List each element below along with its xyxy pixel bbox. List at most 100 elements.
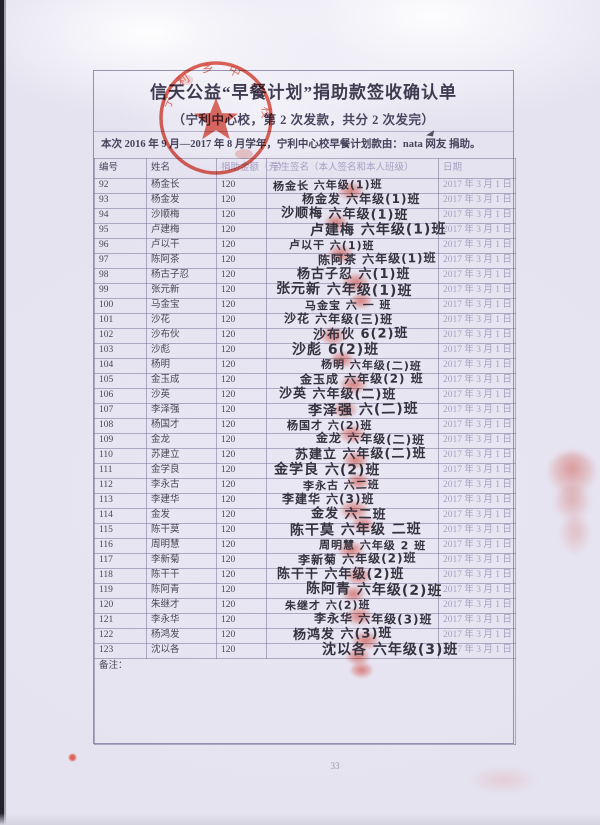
handwritten-signature: 杨金长 六年级(1)班 (272, 177, 383, 193)
cell-name: 苏建立 (146, 448, 217, 464)
cell-name: 李新菊 (146, 553, 217, 569)
cell-amount: 120 (216, 538, 267, 554)
cell-date: 2017 年 3 月 1 日 (438, 418, 516, 434)
cell-amount: 120 (216, 583, 267, 599)
cell-signature: 沙彪 6(2)班 (266, 342, 439, 359)
handwritten-signature: 陈干莫 六年级 二班 (289, 521, 422, 539)
cell-name: 杨古子忍 (146, 268, 217, 284)
cell-date: 2017 年 3 月 1 日 (438, 568, 516, 584)
cell-date: 2017 年 3 月 1 日 (438, 283, 516, 299)
cell-date: 2017 年 3 月 1 日 (438, 208, 516, 224)
cell-number: 99 (94, 283, 147, 299)
cell-name: 杨金长 (146, 178, 217, 194)
red-seal-stamp: 宁利乡中心校 (158, 61, 273, 175)
cell-name: 金龙 (146, 433, 217, 449)
cell-date: 2017 年 3 月 1 日 (438, 268, 516, 284)
cell-name: 沙布伙 (146, 328, 217, 344)
header-number: 编号 (94, 158, 147, 179)
header-signature: 学生签名（本人签名和本人班级） (266, 158, 439, 179)
handwritten-signature: 沙顺梅 六年级(1)班 (280, 205, 409, 224)
cell-amount: 120 (216, 343, 267, 359)
cell-name: 沙花 (146, 313, 217, 329)
cell-number: 101 (94, 313, 147, 329)
handwritten-signature: 马金宝 六 一 班 (304, 298, 392, 312)
handwritten-signature: 沙布伙 6(2)班 (312, 326, 409, 344)
cell-date: 2017 年 3 月 1 日 (438, 388, 516, 404)
cell-name: 杨金发 (146, 193, 217, 209)
table-row: 119 陈阿青 120 陈阿青 六年级(2)班 2017 年 3 月 1 日 (94, 580, 516, 600)
cell-name: 沈以各 (146, 643, 217, 659)
cell-name: 陈干干 (146, 568, 217, 584)
cell-amount: 120 (216, 523, 267, 539)
cell-number: 112 (94, 478, 147, 494)
handwritten-signature: 杨鸿发 六(3)班 (292, 625, 393, 644)
cell-date: 2017 年 3 月 1 日 (438, 178, 516, 194)
cell-number: 104 (94, 358, 147, 374)
cell-number: 94 (94, 208, 147, 224)
cell-name: 张元新 (146, 283, 217, 299)
table-row: 118 陈干干 120 陈干干 六年级(2)班 2017 年 3 月 1 日 (94, 568, 516, 584)
cell-number: 102 (94, 328, 147, 344)
cell-name: 卢以干 (146, 238, 217, 254)
cell-amount: 120 (216, 358, 267, 374)
cell-date: 2017 年 3 月 1 日 (438, 463, 516, 479)
cell-date: 2017 年 3 月 1 日 (438, 613, 516, 629)
cell-amount: 120 (216, 373, 267, 389)
cell-number: 107 (94, 403, 147, 419)
cell-amount: 120 (216, 628, 267, 644)
table-row: 94 沙顺梅 120 沙顺梅 六年级(1)班 2017 年 3 月 1 日 (94, 205, 516, 224)
cell-name: 杨明 (146, 358, 217, 374)
table-row: 99 张元新 120 张元新 六年级(1)班 2017 年 3 月 1 日 (94, 281, 516, 299)
cell-amount: 120 (216, 418, 267, 434)
handwritten-signature: 李泽强 六(二)班 (307, 400, 419, 420)
handwritten-signature: 杨金发 六年级(1)班 (302, 191, 421, 206)
cell-number: 111 (94, 463, 147, 479)
cell-name: 陈干莫 (146, 523, 217, 539)
cell-number: 100 (94, 298, 147, 314)
handwritten-signature: 李永华 六年级(3)班 (313, 610, 433, 627)
handwritten-signature: 陈阿青 六年级(2)班 (305, 580, 443, 600)
table-row: 113 李建华 120 李建华 六(3)班 2017 年 3 月 1 日 (94, 492, 516, 509)
handwritten-signature: 沙彪 6(2)班 (292, 342, 380, 359)
cell-date: 2017 年 3 月 1 日 (438, 328, 516, 344)
table-row: 96 卢以干 120 卢以干 六(1)班 2017 年 3 月 1 日 (94, 238, 516, 254)
handwritten-signature: 金龙 六年级(二)班 (315, 430, 426, 447)
cell-date: 2017 年 3 月 1 日 (438, 478, 516, 494)
cell-number: 96 (94, 238, 147, 254)
table-row: 114 金发 120 金发 六二班 2017 年 3 月 1 日 (94, 506, 516, 524)
cell-amount: 120 (216, 283, 267, 299)
cell-name: 卢建梅 (146, 223, 217, 239)
cell-number: 92 (94, 178, 147, 194)
cell-amount: 120 (216, 253, 267, 269)
cell-date: 2017 年 3 月 1 日 (438, 523, 516, 539)
table-row: 95 卢建梅 120 卢建梅 六年级(1)班 2017 年 3 月 1 日 (94, 221, 516, 239)
header-date: 日期 (438, 158, 516, 179)
cell-name: 李永华 (146, 613, 217, 629)
cell-amount: 120 (216, 223, 267, 239)
table-row: 98 杨古子忍 120 杨古子忍 六(1)班 2017 年 3 月 1 日 (94, 268, 516, 284)
handwritten-signature: 周明慧 六年级 2 班 (318, 537, 427, 553)
table-row: 116 周明慧 120 周明慧 六年级 2 班 2017 年 3 月 1 日 (94, 537, 516, 554)
handwritten-signature: 金发 六二班 (310, 506, 387, 523)
table-row: 104 杨明 120 杨明 六年级(二)班 2017 年 3 月 1 日 (94, 357, 516, 374)
cell-name: 李泽强 (146, 403, 217, 419)
cell-date: 2017 年 3 月 1 日 (438, 448, 516, 464)
cell-name: 沙顺梅 (146, 208, 217, 224)
table-row: 120 朱继才 120 朱继才 六(2)班 2017 年 3 月 1 日 (94, 598, 516, 614)
handwritten-signature: 卢以干 六(1)班 (288, 238, 375, 252)
cell-name: 李永古 (146, 478, 217, 494)
cell-number: 103 (94, 343, 147, 359)
cell-date: 2017 年 3 月 1 日 (438, 403, 516, 419)
cell-date: 2017 年 3 月 1 日 (438, 343, 516, 359)
table-row: 106 沙英 120 沙英 六年级(二)班 2017 年 3 月 1 日 (94, 386, 516, 404)
cell-date: 2017 年 3 月 1 日 (438, 298, 516, 314)
cell-name: 杨国才 (146, 418, 217, 434)
table-row: 109 金龙 120 金龙 六年级(二)班 2017 年 3 月 1 日 (94, 430, 516, 449)
cell-name: 沙彪 (146, 343, 217, 359)
cell-number: 123 (94, 643, 147, 659)
cell-amount: 120 (216, 388, 267, 404)
cell-amount: 120 (216, 568, 267, 584)
cell-date: 2017 年 3 月 1 日 (438, 493, 516, 509)
cell-signature: 金学良 六(2)班 (266, 461, 439, 479)
